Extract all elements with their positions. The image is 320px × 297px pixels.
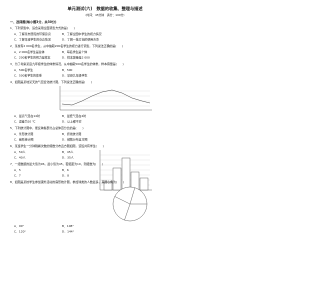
- option: B．每名学生是个体: [62, 49, 87, 54]
- figure-bar: [139, 177, 149, 191]
- option: B．折线统计图: [62, 131, 81, 136]
- option: D．35人: [62, 156, 74, 160]
- option: A．5: [14, 168, 21, 172]
- option: A．50人: [14, 150, 26, 154]
- option: C．40人: [14, 156, 26, 160]
- option: C．200名学生的视力是样本: [14, 55, 51, 60]
- figure-sector-edge: [129, 187, 136, 205]
- figure-bar: [103, 181, 113, 191]
- option: D．样本容量是2 000: [62, 55, 90, 60]
- option: B．最低气温在4时: [62, 113, 86, 118]
- option: B．108°: [62, 224, 74, 228]
- option: D．了解一批灯泡的使用寿命: [62, 37, 99, 42]
- option: A．500名学生: [14, 67, 33, 72]
- option: A．了解某市居民的环保意识: [14, 31, 51, 36]
- figure-bar: [112, 167, 122, 191]
- option: B．45人: [62, 150, 74, 154]
- question-stem: 3．为了考察某县九年级学生的体重情况，从中抽取500名学生的体重，样本容量是( …: [10, 61, 124, 66]
- question-stem: 6．某班学生一分钟跳绳次数的频数分布直方图如图，该班共有学生( ): [10, 143, 104, 148]
- option: D．以上都不对: [62, 119, 82, 124]
- option: A．最高气温在14时: [14, 113, 40, 118]
- figure-line: [61, 89, 151, 106]
- option: C．了解某班学生的身高情况: [14, 37, 51, 42]
- option: B．了解全国中学生的视力情况: [62, 31, 102, 36]
- option: C．7: [14, 174, 21, 178]
- paper: 单元测试(六) 数据的收集、整理与描述 (时间：45分钟 满分：100分) 一、…: [10, 5, 152, 234]
- option: D．频数分布直方图: [62, 137, 87, 142]
- question-stem: 4．如图是某地某天的气温变化统计图，下列说法正确的是( ): [10, 79, 92, 84]
- option: C．温差为10 ℃: [14, 119, 36, 124]
- question-stem: 5．下列统计图中，能反映各部分占总体百分比的是( ): [10, 125, 83, 130]
- page: 单元测试(六) 数据的收集、整理与描述 (时间：45分钟 满分：100分) 一、…: [10, 5, 152, 234]
- option: B．500: [62, 68, 73, 72]
- option: A．2 000名学生是总体: [14, 49, 45, 54]
- question-stem: 1．下列调查中，适合采用全面调查方式的是( ): [10, 25, 75, 30]
- question-stem: 7．一组数据的最大值为96，最小值为45，若组距为10，则组数为( ): [10, 161, 103, 166]
- option: C．500名学生的体重: [14, 73, 42, 78]
- option: D．144°: [62, 230, 75, 234]
- figure-bar: [121, 157, 131, 191]
- option: C．扇形统计图: [14, 137, 33, 142]
- option: B．6: [62, 168, 69, 172]
- option: A．90°: [14, 224, 25, 228]
- question-stem: 8．如图是某校学生参加课外活动的扇形统计图，参加球类的人数最多，其圆心角为( ): [10, 179, 124, 184]
- section-heading: 一、选择题(每小题3分，共30分): [10, 19, 57, 24]
- option: D．8: [62, 174, 69, 178]
- title: 单元测试(六) 数据的收集、整理与描述: [67, 5, 143, 12]
- question-stem: 2．某校有2 000名学生，从中抽取200名学生的视力进行调查，下列说法正确的是…: [10, 43, 123, 48]
- subtitle: (时间：45分钟 满分：100分): [85, 13, 124, 17]
- figure-sector-edge: [124, 203, 131, 221]
- option: C．120°: [14, 230, 26, 234]
- figure-sector-edge: [114, 196, 131, 205]
- option: A．条形统计图: [14, 131, 33, 136]
- option: D．某县九年级学生: [62, 73, 87, 78]
